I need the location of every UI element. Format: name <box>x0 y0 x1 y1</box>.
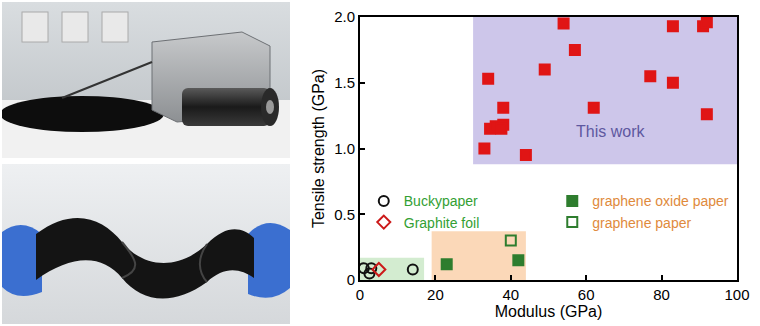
svg-text:60: 60 <box>578 286 595 303</box>
svg-text:Modulus (GPa): Modulus (GPa) <box>495 303 603 320</box>
svg-text:0: 0 <box>347 271 355 288</box>
svg-text:2.0: 2.0 <box>334 8 355 25</box>
svg-text:40: 40 <box>502 286 519 303</box>
svg-text:graphene paper: graphene paper <box>592 215 691 231</box>
svg-text:This work: This work <box>576 123 645 140</box>
svg-text:graphene oxide paper: graphene oxide paper <box>592 193 729 209</box>
svg-text:1.0: 1.0 <box>334 140 355 157</box>
svg-text:1.5: 1.5 <box>334 74 355 91</box>
svg-text:100: 100 <box>724 286 749 303</box>
svg-text:Tensile strength (GPa): Tensile strength (GPa) <box>310 69 327 228</box>
svg-text:80: 80 <box>653 286 670 303</box>
svg-text:0: 0 <box>356 286 364 303</box>
svg-text:Buckypaper: Buckypaper <box>404 193 478 209</box>
svg-text:20: 20 <box>427 286 444 303</box>
svg-text:0.5: 0.5 <box>334 206 355 223</box>
svg-text:Graphite foil: Graphite foil <box>404 215 479 231</box>
